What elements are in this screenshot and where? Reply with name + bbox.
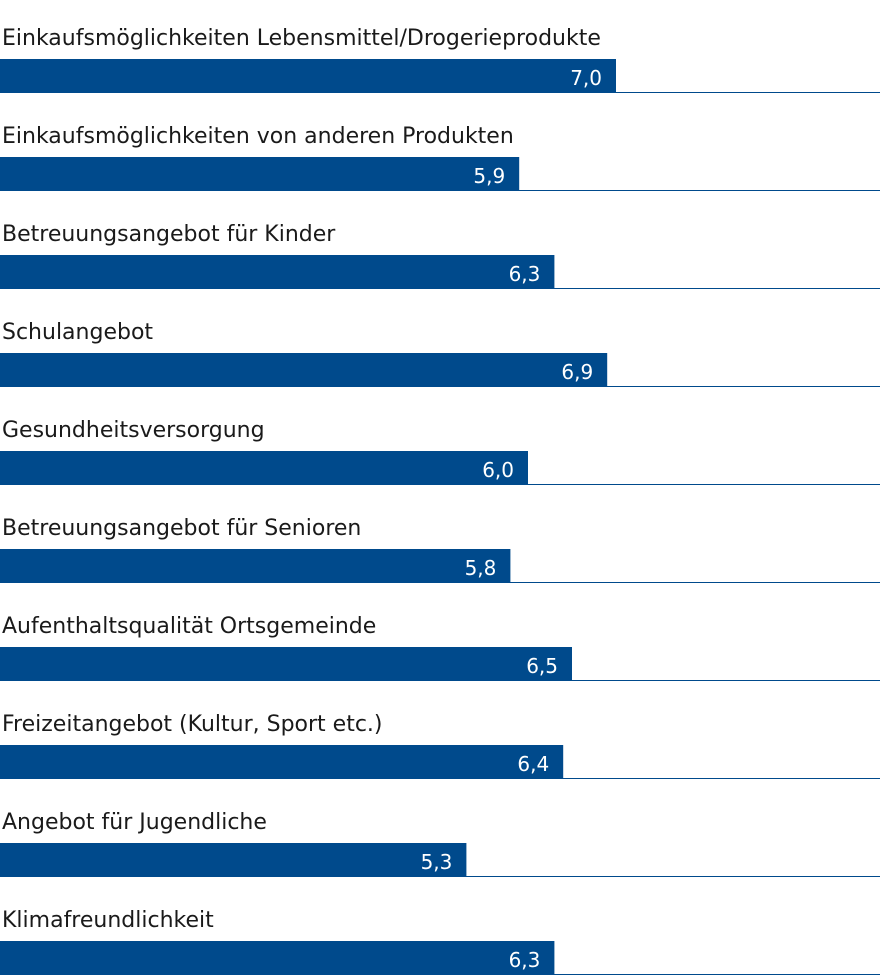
bar-row: Einkaufsmöglichkeiten von anderen Produk… (0, 124, 880, 191)
bar (0, 59, 616, 93)
value-label: 6,9 (561, 360, 593, 384)
category-label: Gesundheitsversorgung (2, 418, 265, 443)
bar-row: Gesundheitsversorgung 6,0 (0, 418, 880, 485)
bar (0, 255, 555, 289)
bar-row: Betreuungsangebot für Kinder 6,3 (0, 222, 880, 289)
category-label: Angebot für Jugendliche (2, 810, 267, 835)
category-label: Freizeitangebot (Kultur, Sport etc.) (2, 712, 383, 737)
bar-row: Betreuungsangebot für Senioren 5,8 (0, 516, 880, 583)
category-label: Betreuungsangebot für Kinder (2, 222, 336, 247)
value-label: 6,5 (526, 654, 558, 678)
category-label: Aufenthaltsqualität Ortsgemeinde (2, 614, 376, 639)
bar-row: Freizeitangebot (Kultur, Sport etc.) 6,4 (0, 712, 880, 779)
bar-row: Einkaufsmöglichkeiten Lebensmittel/Droge… (0, 26, 880, 93)
bar (0, 843, 467, 877)
value-label: 5,8 (465, 556, 497, 580)
bar (0, 451, 528, 485)
bar (0, 353, 608, 387)
value-label: 6,4 (517, 752, 549, 776)
bar-row: Aufenthaltsqualität Ortsgemeinde 6,5 (0, 614, 880, 681)
bar-row: Angebot für Jugendliche 5,3 (0, 810, 880, 877)
bar (0, 941, 555, 975)
bar (0, 157, 520, 191)
value-label: 5,9 (473, 164, 505, 188)
value-label: 7,0 (570, 66, 602, 90)
value-label: 5,3 (421, 850, 453, 874)
bar (0, 549, 511, 583)
category-label: Klimafreundlichkeit (2, 908, 214, 933)
category-label: Einkaufsmöglichkeiten Lebensmittel/Droge… (2, 26, 601, 51)
value-label: 6,0 (482, 458, 514, 482)
bar (0, 647, 572, 681)
value-label: 6,3 (509, 948, 541, 972)
bar-row: Klimafreundlichkeit 6,3 (0, 908, 880, 975)
value-label: 6,3 (509, 262, 541, 286)
category-label: Schulangebot (2, 320, 153, 345)
category-label: Betreuungsangebot für Senioren (2, 516, 361, 541)
bar (0, 745, 564, 779)
bar-row: Schulangebot 6,9 (0, 320, 880, 387)
category-label: Einkaufsmöglichkeiten von anderen Produk… (2, 124, 514, 149)
